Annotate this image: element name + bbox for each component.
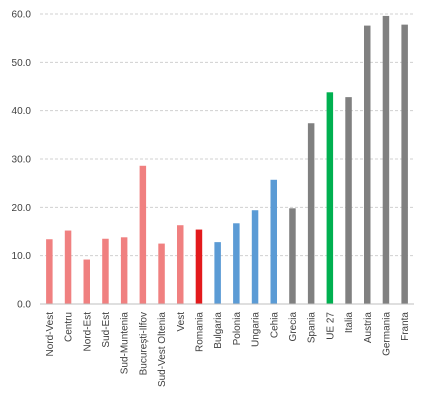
bar [214,242,221,304]
y-tick-label: 0.0 [17,300,31,311]
bar [289,208,296,304]
x-tick-label: Sud-Est [101,312,112,348]
bar [364,25,371,304]
x-tick-label: Centru [64,312,75,342]
bar [307,123,315,304]
y-axis-ticks: 0.0 10.0 20.0 30.0 40.0 50.0 60.0 [12,10,32,311]
x-tick-label: Franta [400,312,411,341]
bar [195,229,203,304]
x-tick-label: Cehia [269,312,280,339]
bar [382,15,390,305]
x-tick-label: Vest [176,312,187,332]
bar [177,225,184,304]
y-tick-label: 50.0 [12,58,32,69]
bar [46,239,53,304]
bar [120,237,128,304]
x-tick-label: Ungaria [251,312,262,347]
x-tick-label: Bulgaria [213,312,224,349]
y-tick-label: 60.0 [12,10,32,21]
y-tick-label: 30.0 [12,155,32,166]
bar [345,97,352,304]
gridlines [40,13,414,257]
x-tick-label: Polonia [232,312,243,346]
x-tick-label: Germania [381,312,392,356]
bar [326,92,334,304]
bars [46,15,408,305]
y-tick-label: 40.0 [12,106,32,117]
bar [251,210,259,304]
x-tick-label: Italia [344,312,355,334]
x-tick-label: UE 27 [325,312,336,340]
y-tick-label: 10.0 [12,251,32,262]
x-tick-label: Austria [363,312,374,344]
bar [102,238,109,304]
bar [401,24,408,305]
bar [83,259,90,304]
bar [139,165,147,304]
bar [64,230,72,304]
x-axis-ticks: Nord-Vest Centru Nord-Est Sud-Est Sud-Munten… [45,312,411,387]
x-tick-label: Nord-Vest [45,312,56,357]
x-tick-label: București-Ilfov [138,312,149,375]
bar [270,179,277,304]
x-tick-label: Nord-Est [82,312,93,352]
x-tick-label: Romania [194,312,205,352]
bar [158,243,165,304]
bar [233,223,240,304]
x-tick-label: Sud-Muntenia [120,312,131,375]
x-tick-label: Spania [307,312,318,344]
x-tick-label: Grecia [288,312,299,342]
x-tick-label: Sud-Vest Oltenia [157,312,168,387]
y-tick-label: 20.0 [12,203,32,214]
